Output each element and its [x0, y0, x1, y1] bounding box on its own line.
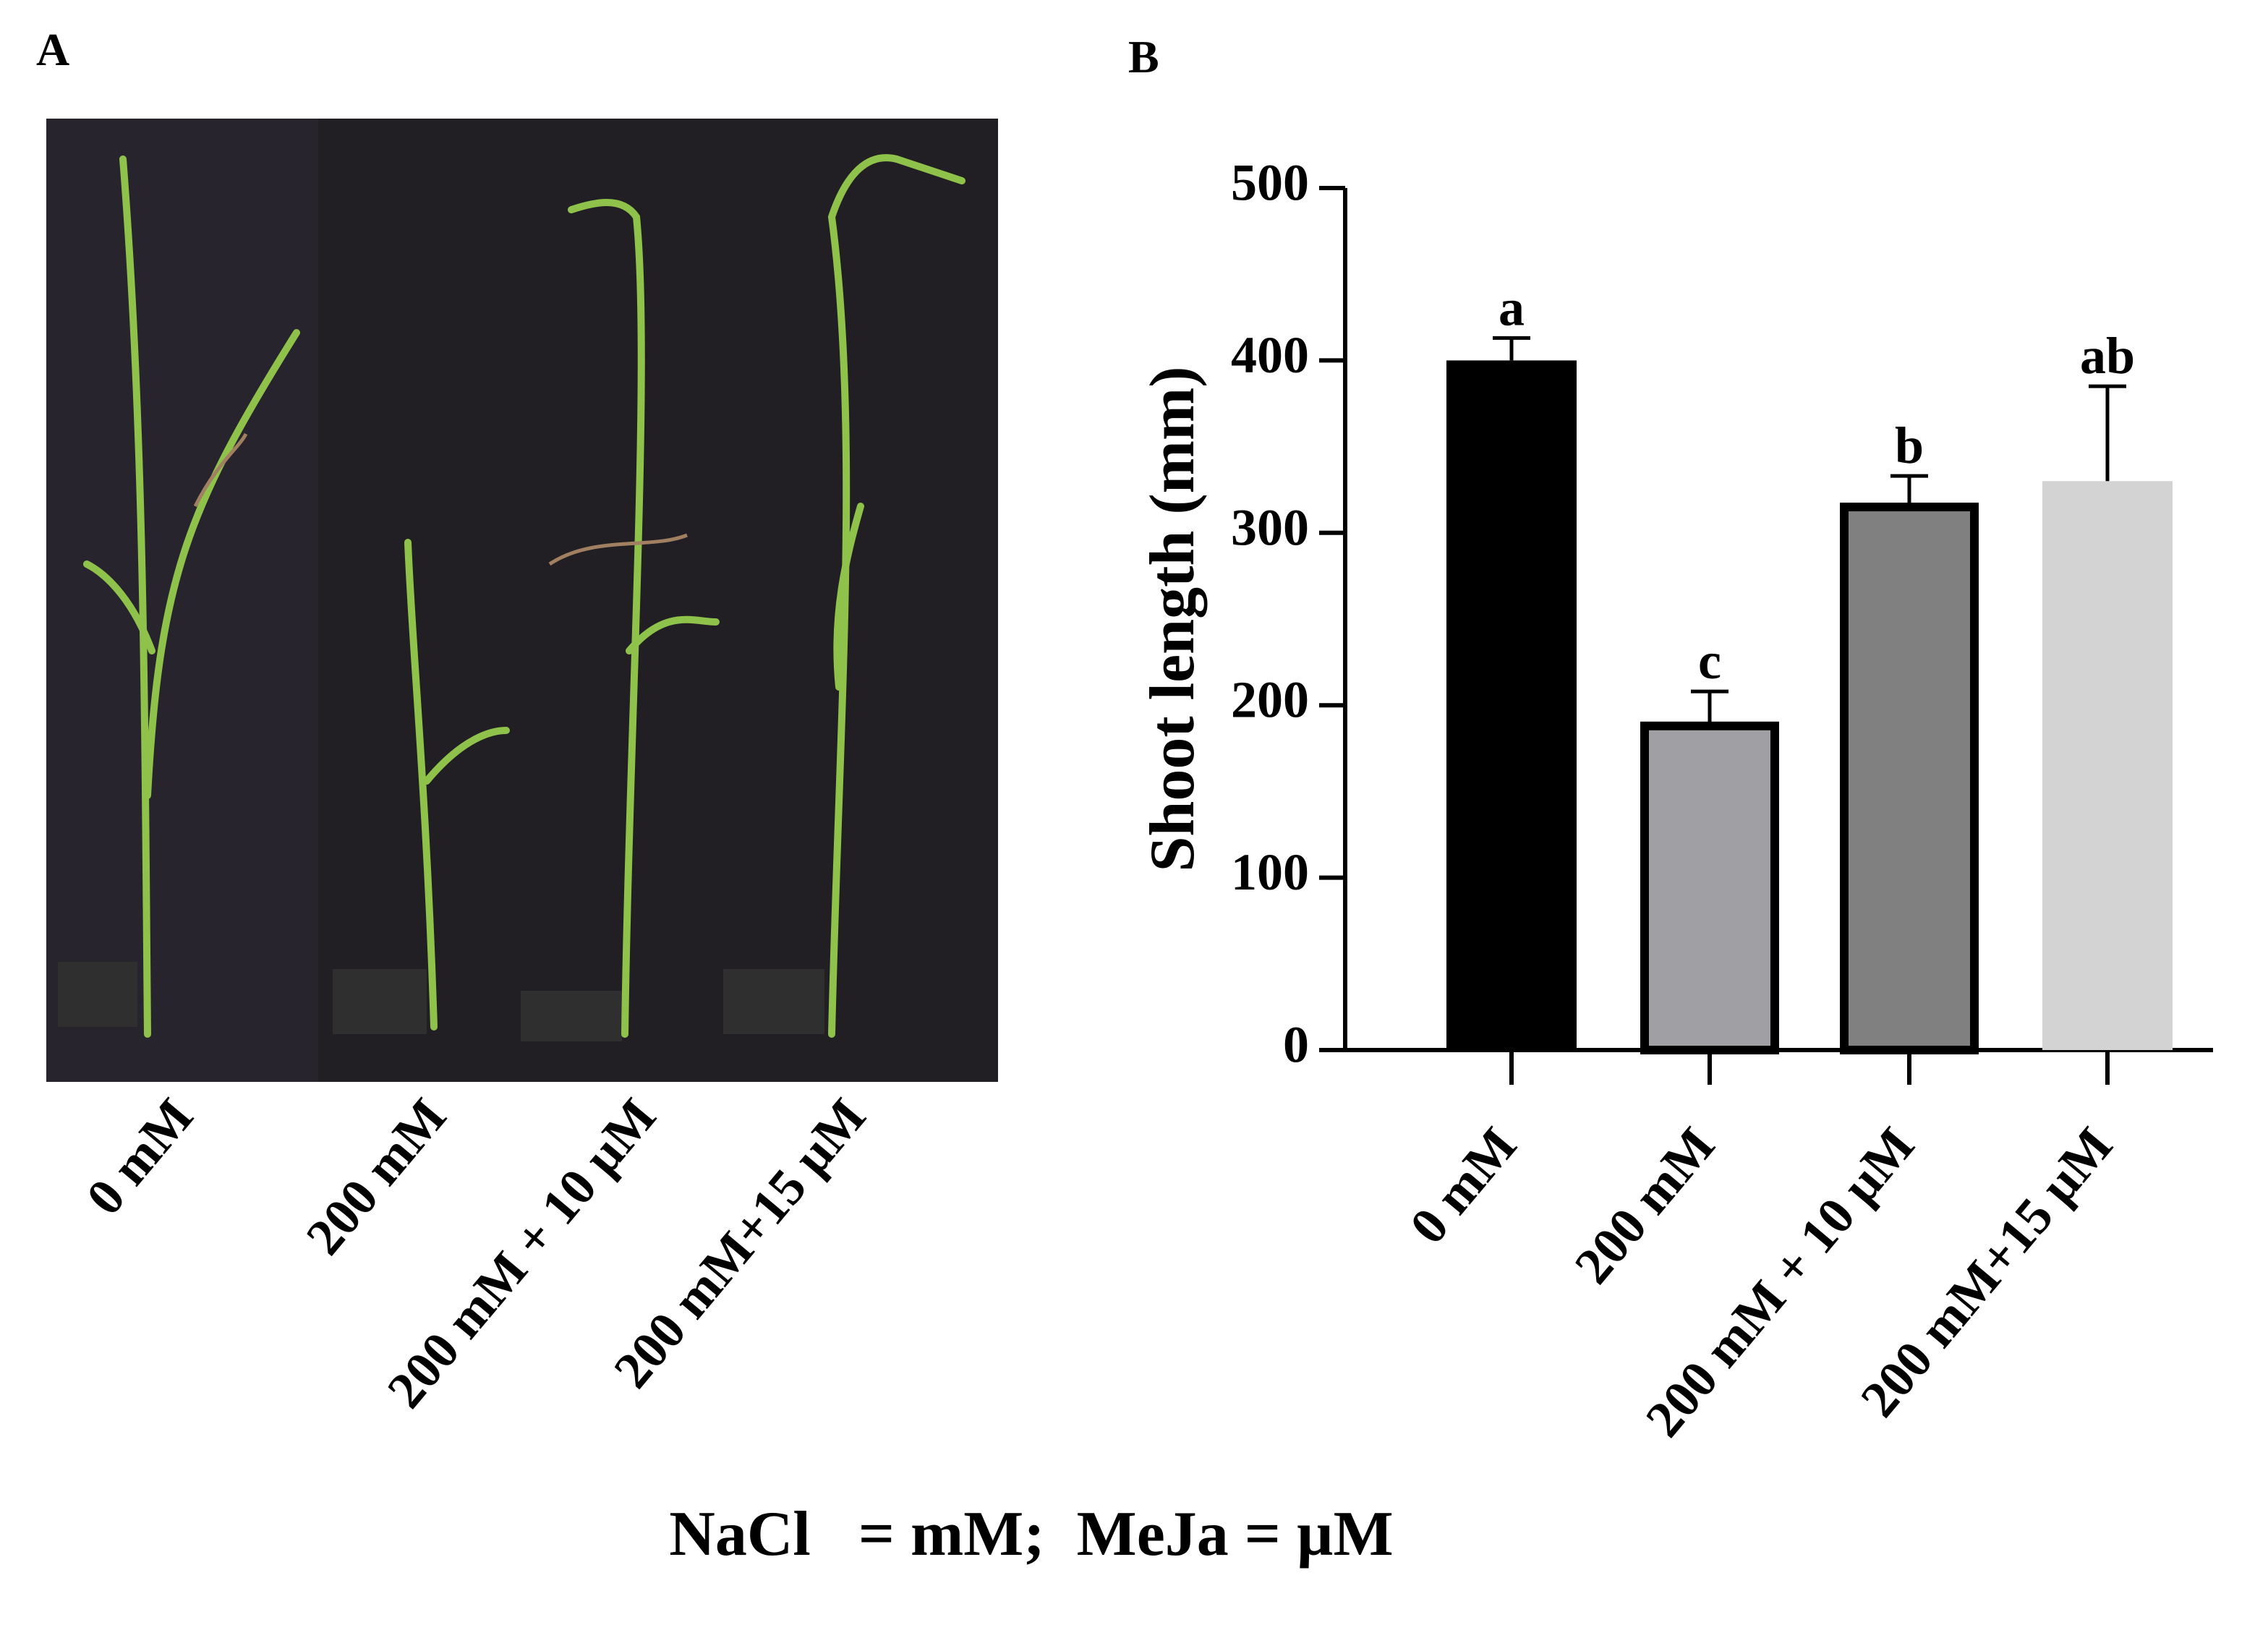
bar: [1840, 503, 1979, 1054]
y-axis-title: Shoot length (mm): [1138, 366, 1208, 871]
y-tick-label: 500: [1231, 154, 1309, 212]
y-tick-label: 0: [1283, 1016, 1309, 1074]
significance-letter: a: [1498, 278, 1525, 336]
x-tick-label: 0 mM: [1399, 1117, 1527, 1255]
bar: [2042, 481, 2173, 1050]
bar: [1446, 360, 1577, 1050]
significance-letter: b: [1895, 417, 1924, 474]
error-bar: [1691, 689, 1728, 726]
photo: [46, 119, 998, 1082]
photo-label: 200 mM: [295, 1088, 458, 1266]
y-tick-label: 200: [1231, 671, 1309, 729]
bar: [1640, 721, 1779, 1054]
photo-label: 0 mM: [75, 1088, 204, 1226]
error-bar: [1890, 474, 1928, 508]
error-bar: [2089, 384, 2126, 482]
significance-letter: c: [1698, 632, 1721, 690]
caption: NaCl = mM; MeJa = µM: [669, 1499, 1393, 1569]
panel-label: A: [36, 24, 69, 75]
y-tick-label: 300: [1231, 498, 1309, 556]
panel-label: B: [1128, 31, 1159, 82]
y-tick-label: 100: [1231, 843, 1309, 901]
significance-letter: ab: [2080, 327, 2135, 385]
error-bar: [1493, 336, 1530, 361]
x-tick-label: 200 mM: [1564, 1117, 1726, 1294]
y-tick-label: 400: [1231, 326, 1309, 384]
